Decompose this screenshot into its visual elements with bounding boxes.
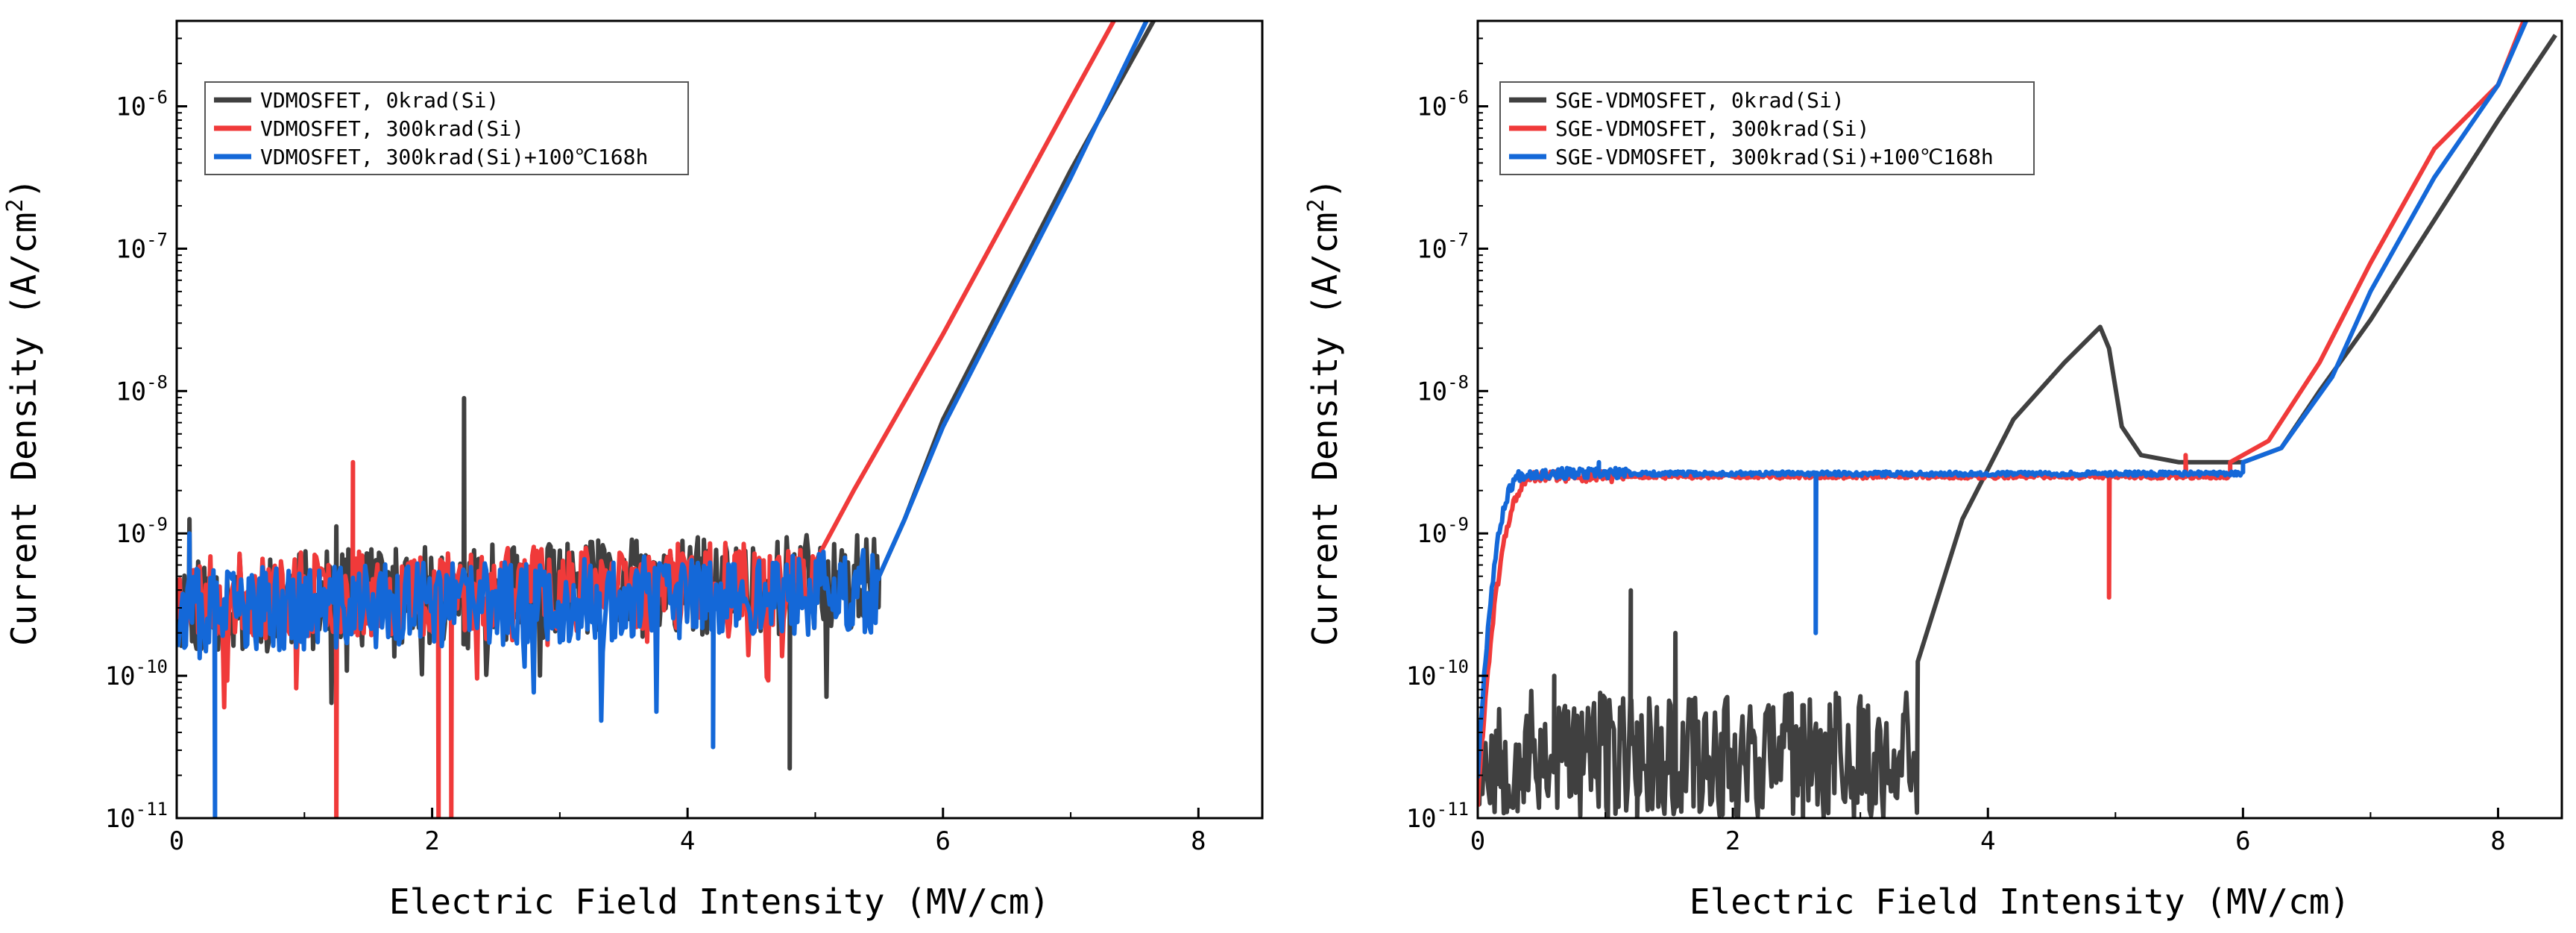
series-line-3	[177, 21, 1150, 818]
axes-frame	[175, 19, 1264, 820]
y-axis-title: Current Density (A/cm2)	[2, 178, 44, 646]
x-tick-label: 4	[1980, 826, 1995, 856]
legend-entry: VDMOSFET, 0krad(Si)	[260, 88, 499, 113]
y-tick-label: 10-6	[116, 87, 168, 122]
legend-entry: SGE-VDMOSFET, 0krad(Si)	[1555, 88, 1845, 113]
y-tick-label: 10-8	[1417, 371, 1469, 406]
x-tick-label: 8	[1191, 826, 1206, 856]
x-axis-title: Electric Field Intensity (MV/cm)	[1689, 882, 2350, 922]
y-tick-label: 10-6	[1417, 87, 1469, 122]
x-tick-label: 8	[2490, 826, 2505, 856]
chart-panel-2: 0 2 4 6 8 10-11 10-10 10-9 10-8 10-7 10-6 Electric …	[1303, 19, 2563, 922]
plot-area	[177, 21, 1156, 818]
legend-entry: VDMOSFET, 300krad(Si)+100℃168h	[260, 145, 648, 169]
y-tick-label: 10-7	[1417, 229, 1469, 264]
series-line-3	[1478, 21, 2528, 779]
legend: SGE-VDMOSFET, 0krad(Si) SGE-VDMOSFET, 300…	[1499, 81, 2035, 175]
x-axis-title: Electric Field Intensity (MV/cm)	[389, 882, 1050, 922]
x-tick-label: 0	[1470, 826, 1485, 856]
x-tick-label: 6	[2235, 826, 2250, 856]
y-tick-label: 10-11	[1406, 799, 1469, 834]
legend-entry: SGE-VDMOSFET, 300krad(Si)+100℃168h	[1555, 145, 1994, 169]
x-tick-label: 4	[680, 826, 695, 856]
series-line-1	[1478, 34, 2557, 818]
legend: VDMOSFET, 0krad(Si) VDMOSFET, 300krad(Si)…	[204, 81, 689, 175]
x-tick-label: 6	[936, 826, 951, 856]
chart-panel-1: 0 2 4 6 8 10-11 10-10 10-9 10-8 10-7 10-6 Electric …	[2, 19, 1264, 922]
plot-area	[1478, 21, 2557, 818]
y-tick-label: 10-11	[105, 799, 168, 834]
legend-box	[204, 81, 689, 175]
y-axis-title: Current Density (A/cm2)	[1303, 178, 1345, 646]
y-tick-label: 10-8	[116, 371, 168, 406]
y-tick-label: 10-9	[116, 514, 168, 549]
x-tick-label: 2	[424, 826, 439, 856]
axes-frame	[1476, 19, 2563, 820]
y-tick-label: 10-10	[105, 656, 168, 691]
x-tick-label: 0	[169, 826, 184, 856]
x-tick-label: 2	[1725, 826, 1740, 856]
y-tick-label: 10-9	[1417, 514, 1469, 549]
legend-entry: SGE-VDMOSFET, 300krad(Si)	[1555, 116, 1869, 141]
legend-entry: VDMOSFET, 300krad(Si)	[260, 116, 524, 141]
y-tick-label: 10-7	[116, 229, 168, 264]
legend-box	[1499, 81, 2035, 175]
y-tick-label: 10-10	[1406, 656, 1469, 691]
